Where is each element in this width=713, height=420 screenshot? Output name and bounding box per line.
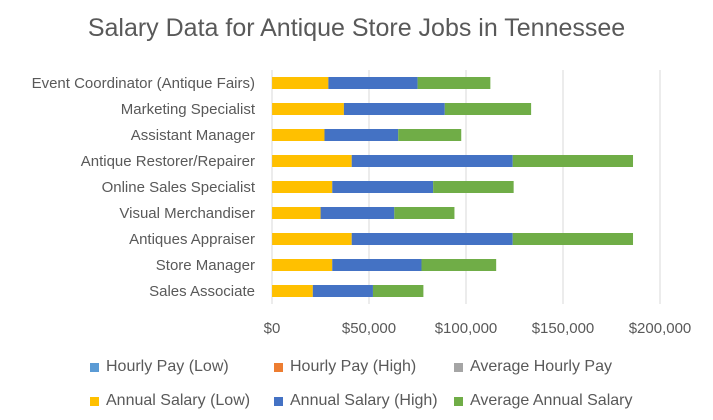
bar-segment bbox=[512, 155, 634, 167]
bars bbox=[272, 77, 634, 297]
bar-segment bbox=[272, 129, 325, 141]
bar-segment bbox=[312, 285, 373, 297]
bar-segment bbox=[394, 207, 455, 219]
legend-item: Average Annual Salary bbox=[454, 392, 632, 410]
category-label: Event Coordinator (Antique Fairs) bbox=[32, 75, 255, 92]
x-tick-labels: $0 $50,000 $100,000 $150,000 $200,000 bbox=[264, 320, 692, 337]
category-label: Store Manager bbox=[156, 257, 255, 274]
bar-segment bbox=[444, 103, 532, 115]
bar-segment bbox=[417, 77, 491, 89]
category-labels: Event Coordinator (Antique Fairs) Marketi… bbox=[32, 75, 256, 300]
bar-segment bbox=[272, 77, 329, 89]
legend-label: Average Annual Salary bbox=[470, 392, 633, 409]
bar-chart: Event Coordinator (Antique Fairs) Marketi… bbox=[32, 70, 692, 337]
legend-item: Hourly Pay (Low) bbox=[90, 358, 229, 376]
legend-swatch bbox=[274, 362, 283, 372]
bar-segment bbox=[372, 285, 424, 297]
chart-title: Salary Data for Antique Store Jobs in Te… bbox=[87, 14, 626, 42]
bar-segment bbox=[351, 155, 513, 167]
bar-segment bbox=[332, 181, 434, 193]
legend-swatch bbox=[90, 396, 99, 406]
x-tick-label: $200,000 bbox=[629, 320, 692, 337]
legend-swatch bbox=[274, 396, 283, 406]
category-label: Sales Associate bbox=[149, 283, 255, 300]
legend-item: Average Hourly Pay bbox=[454, 358, 612, 376]
legend-label: Hourly Pay (High) bbox=[290, 358, 417, 375]
x-tick-label: $0 bbox=[264, 320, 281, 337]
bar-segment bbox=[272, 207, 321, 219]
bar-segment bbox=[320, 207, 395, 219]
bar-segment bbox=[512, 233, 634, 245]
x-tick-label: $150,000 bbox=[532, 320, 595, 337]
x-tick-label: $50,000 bbox=[342, 320, 396, 337]
legend-swatch bbox=[454, 396, 463, 406]
category-label: Online Sales Specialist bbox=[102, 179, 256, 196]
category-label: Antique Restorer/Repairer bbox=[81, 153, 255, 170]
bar-segment bbox=[343, 103, 445, 115]
bar-segment bbox=[272, 155, 352, 167]
x-tick-label: $100,000 bbox=[435, 320, 498, 337]
legend-label: Hourly Pay (Low) bbox=[106, 358, 229, 375]
bar-segment bbox=[332, 259, 422, 271]
bar-segment bbox=[324, 129, 399, 141]
legend-label: Annual Salary (High) bbox=[290, 392, 438, 409]
legend-swatch bbox=[454, 362, 463, 372]
bar-segment bbox=[351, 233, 513, 245]
bar-segment bbox=[433, 181, 514, 193]
bar-segment bbox=[328, 77, 418, 89]
category-label: Marketing Specialist bbox=[121, 101, 256, 118]
category-label: Antiques Appraiser bbox=[129, 231, 255, 248]
legend-item: Hourly Pay (High) bbox=[274, 358, 416, 376]
legend-item: Annual Salary (High) bbox=[274, 392, 438, 410]
legend-swatch bbox=[90, 362, 99, 372]
bar-segment bbox=[398, 129, 462, 141]
legend-label: Annual Salary (Low) bbox=[106, 392, 251, 409]
bar-segment bbox=[272, 259, 333, 271]
legend-label: Average Hourly Pay bbox=[470, 358, 612, 375]
bar-segment bbox=[272, 103, 344, 115]
category-label: Assistant Manager bbox=[131, 127, 255, 144]
category-label: Visual Merchandiser bbox=[119, 205, 255, 222]
bar-segment bbox=[272, 233, 352, 245]
bar-segment bbox=[272, 285, 313, 297]
bar-segment bbox=[421, 259, 497, 271]
bar-segment bbox=[272, 181, 333, 193]
legend-item: Annual Salary (Low) bbox=[90, 392, 250, 410]
